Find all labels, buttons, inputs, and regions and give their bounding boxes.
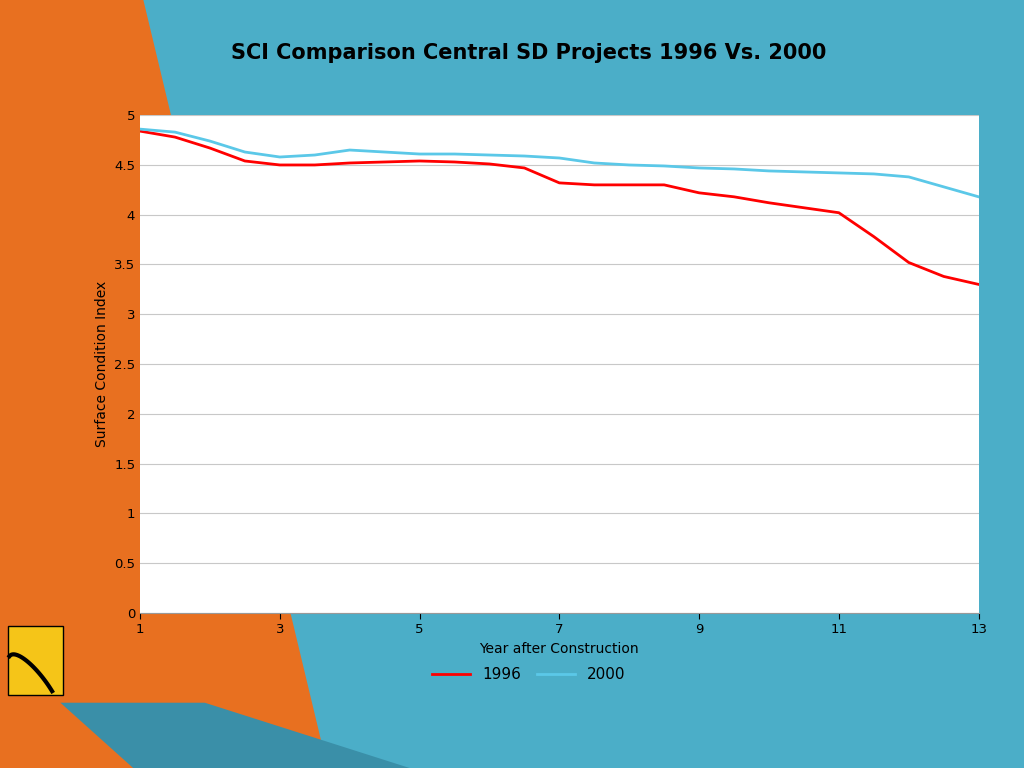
- 2000: [239, 147, 251, 157]
- 2000: [273, 152, 286, 161]
- 1996: [204, 144, 216, 153]
- 2000: [588, 158, 600, 167]
- 2000: [169, 127, 181, 137]
- 2000: [204, 137, 216, 146]
- Y-axis label: Surface Condition Index: Surface Condition Index: [94, 281, 109, 447]
- 1996: [728, 192, 740, 201]
- 2000: [483, 151, 496, 160]
- 1996: [833, 208, 845, 217]
- Line: 1996: 1996: [140, 131, 979, 284]
- 1996: [938, 272, 950, 281]
- 1996: [379, 157, 391, 167]
- Legend: 1996, 2000: 1996, 2000: [426, 661, 632, 688]
- 2000: [379, 147, 391, 157]
- 2000: [134, 124, 146, 134]
- X-axis label: Year after Construction: Year after Construction: [479, 642, 639, 656]
- 1996: [553, 178, 565, 187]
- 2000: [763, 167, 775, 176]
- 2000: [693, 164, 706, 173]
- 2000: [938, 182, 950, 191]
- 2000: [973, 192, 985, 201]
- 1996: [449, 157, 461, 167]
- 2000: [658, 161, 671, 170]
- 2000: [798, 167, 810, 177]
- FancyBboxPatch shape: [8, 626, 63, 695]
- 2000: [344, 145, 356, 154]
- 1996: [169, 133, 181, 142]
- 1996: [414, 157, 426, 166]
- 1996: [973, 280, 985, 289]
- 1996: [483, 160, 496, 169]
- Text: SCI Comparison Central SD Projects 1996 Vs. 2000: SCI Comparison Central SD Projects 1996 …: [231, 43, 826, 63]
- 2000: [308, 151, 321, 160]
- 1996: [518, 164, 530, 173]
- 1996: [693, 188, 706, 197]
- 2000: [414, 150, 426, 159]
- 1996: [623, 180, 635, 190]
- 1996: [344, 158, 356, 167]
- Line: 2000: 2000: [140, 129, 979, 197]
- 1996: [902, 258, 914, 267]
- 2000: [867, 169, 880, 178]
- 1996: [798, 204, 810, 213]
- 1996: [588, 180, 600, 190]
- 1996: [867, 232, 880, 241]
- 1996: [308, 161, 321, 170]
- 2000: [623, 161, 635, 170]
- 2000: [902, 172, 914, 181]
- 1996: [134, 127, 146, 136]
- 2000: [553, 154, 565, 163]
- 1996: [763, 198, 775, 207]
- 1996: [239, 157, 251, 166]
- 2000: [833, 168, 845, 177]
- 2000: [449, 150, 461, 159]
- 1996: [658, 180, 671, 190]
- 2000: [728, 164, 740, 174]
- 1996: [273, 161, 286, 170]
- 2000: [518, 151, 530, 161]
